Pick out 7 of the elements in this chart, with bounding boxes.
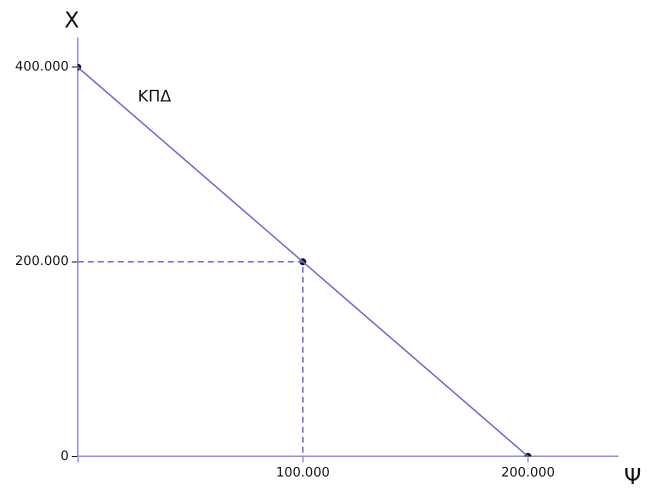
series-label: ΚΠΔ <box>138 86 172 106</box>
x-tick-label: 100.000 <box>276 466 330 481</box>
y-tick-label: 200.000 <box>14 254 69 270</box>
y-tick-label: 400.000 <box>14 60 69 75</box>
x-axis-title: Ψ <box>624 465 642 490</box>
y-axis-title: X <box>64 8 80 34</box>
y-tick-label: 0 <box>60 448 69 464</box>
